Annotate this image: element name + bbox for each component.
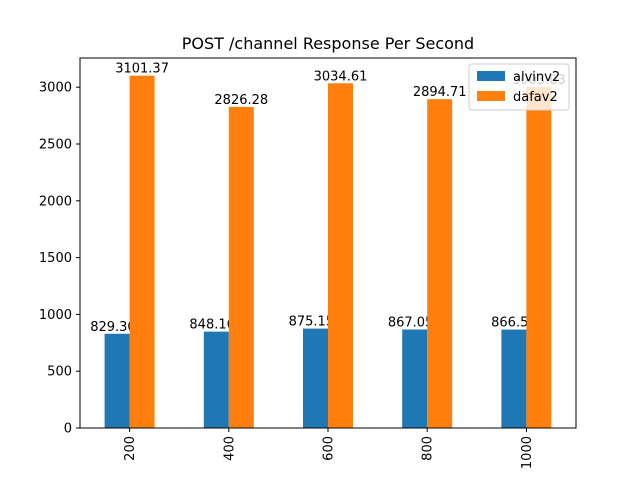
chart-title: POST /channel Response Per Second [182, 34, 474, 53]
x-tick-label-200: 200 [123, 436, 138, 461]
y-tick-label-1500: 1500 [39, 251, 72, 266]
legend-swatch-alvinv2 [477, 71, 505, 81]
bar-alvinv2-1000 [501, 329, 527, 428]
y-tick-label-1000: 1000 [39, 308, 72, 323]
bar-dafav2-400 [228, 106, 254, 429]
data-label-dafav2-200: 3101.37 [115, 62, 169, 77]
x-tick-label-400: 400 [222, 436, 237, 461]
y-tick-label-0: 0 [64, 422, 72, 437]
bar-alvinv2-600 [303, 328, 328, 428]
y-tick-label-3000: 3000 [39, 81, 72, 96]
bar-dafav2-800 [427, 99, 453, 428]
legend-swatch-dafav2 [477, 91, 505, 101]
x-tick-label-1000: 1000 [520, 436, 535, 469]
plot-area: 829.3063101.37848.1662826.28875.1583034.… [90, 62, 566, 429]
bar-dafav2-1000 [526, 86, 552, 428]
x-tick-label-600: 600 [322, 436, 337, 461]
data-label-dafav2-600: 3034.61 [314, 69, 368, 84]
legend: alvinv2 dafav2 [468, 63, 570, 111]
x-tick-label-800: 800 [421, 436, 436, 461]
bar-alvinv2-200 [104, 333, 130, 428]
data-label-dafav2-400: 2826.28 [214, 93, 268, 108]
y-tick-label-2000: 2000 [39, 194, 72, 209]
bar-dafav2-600 [328, 83, 353, 429]
y-tick-label-500: 500 [47, 365, 72, 380]
bar-dafav2-200 [129, 75, 155, 428]
legend-label-dafav2: dafav2 [513, 90, 558, 105]
legend-label-alvinv2: alvinv2 [513, 70, 560, 85]
bar-alvinv2-800 [402, 329, 428, 428]
data-label-dafav2-800: 2894.71 [413, 85, 467, 100]
data-label-alvinv2-1000: 866.59 [491, 316, 537, 331]
axes: 0 500 1000 1500 2000 2500 3000 200 400 600 800 1000 [39, 57, 577, 469]
y-tick-label-2500: 2500 [39, 137, 72, 152]
bar-alvinv2-400 [203, 331, 229, 428]
